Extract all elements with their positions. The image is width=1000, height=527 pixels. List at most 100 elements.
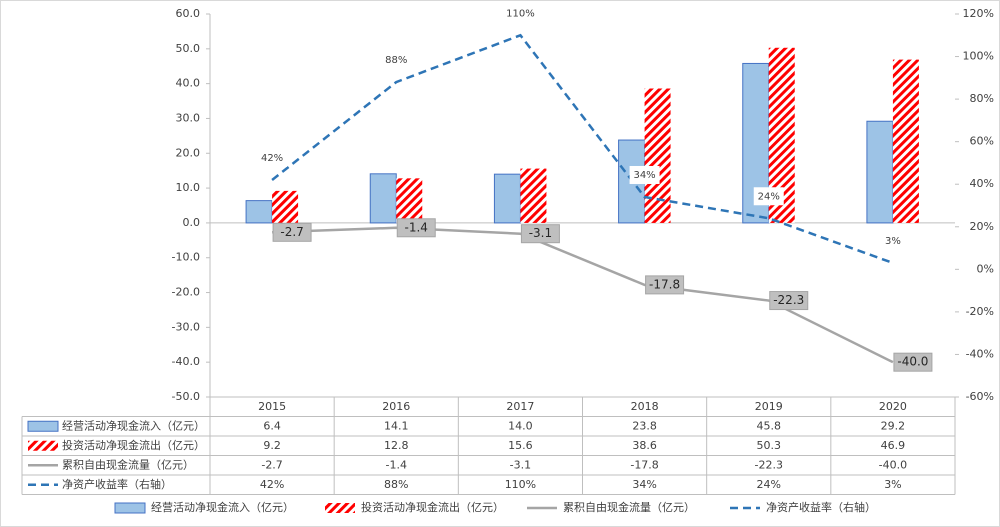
x-tick-label: 2020 <box>879 400 907 413</box>
bar <box>396 178 423 223</box>
table-cell: 23.8 <box>632 419 657 432</box>
y2-tick-label: -20% <box>966 305 994 318</box>
y2-tick-label: 100% <box>963 50 994 63</box>
label-box <box>893 352 933 372</box>
table-cell: -40.0 <box>879 458 907 471</box>
legend-marker <box>114 502 146 514</box>
y2-tick-label: 20% <box>970 220 994 233</box>
y-tick-label: 50.0 <box>176 42 201 55</box>
data-label: 3% <box>885 236 901 247</box>
bar <box>866 120 894 224</box>
table-cell: 110% <box>505 478 536 491</box>
table-cell: 14.1 <box>384 419 409 432</box>
y2-tick-label: 40% <box>970 177 994 190</box>
x-tick-label: 2019 <box>755 400 783 413</box>
y2-tick-label: -60% <box>966 390 994 403</box>
legend-label: 累积自由现金流量（亿元） <box>62 457 194 471</box>
x-tick-label: 2015 <box>258 400 286 413</box>
data-label: -40.0 <box>897 355 928 369</box>
y-tick-label: -30.0 <box>172 320 200 333</box>
legend-label: 投资活动净现金流出（亿元） <box>361 500 504 514</box>
x-tick-label: 2016 <box>382 400 410 413</box>
y-tick-label: -10.0 <box>172 251 200 264</box>
bar <box>245 200 273 224</box>
table-cell: 24% <box>757 478 781 491</box>
y-tick-label: 40.0 <box>176 77 201 90</box>
label-box <box>396 218 436 238</box>
label-box <box>645 275 685 295</box>
table-cell: 15.6 <box>508 439 533 452</box>
table-cell: 9.2 <box>263 439 281 452</box>
legend-label: 投资活动净现金流出（亿元） <box>62 438 205 452</box>
data-label: -17.8 <box>649 277 680 291</box>
y-tick-label: 20.0 <box>176 146 201 159</box>
table-cell: 50.3 <box>757 439 782 452</box>
data-label: -22.3 <box>773 293 804 307</box>
y-tick-label: 0.0 <box>183 216 201 229</box>
table-cell: 38.6 <box>632 439 657 452</box>
bar <box>644 88 671 223</box>
y2-tick-label: -40% <box>966 347 994 360</box>
table-cell: -22.3 <box>755 458 783 471</box>
data-label: 42% <box>261 153 283 164</box>
table-cell: -17.8 <box>630 458 658 471</box>
label-box <box>753 187 784 206</box>
y2-tick-label: 120% <box>963 7 994 20</box>
line <box>271 33 894 265</box>
label-box <box>257 148 288 167</box>
data-label: -3.1 <box>529 226 552 240</box>
y2-tick-label: 60% <box>970 135 994 148</box>
legend-label: 经营活动净现金流入（亿元） <box>62 418 205 432</box>
y-tick-label: 30.0 <box>176 111 201 124</box>
table-cell: 6.4 <box>263 419 281 432</box>
table-cell: 3% <box>884 478 901 491</box>
label-box <box>520 224 560 244</box>
y2-tick-label: 0% <box>977 262 994 275</box>
y-tick-label: -50.0 <box>172 390 200 403</box>
table-cell: 12.8 <box>384 439 409 452</box>
table-cell: 34% <box>632 478 656 491</box>
table-cell: 45.8 <box>757 419 782 432</box>
data-label: -2.7 <box>280 225 303 239</box>
data-label: 34% <box>633 170 655 181</box>
label-box <box>629 165 660 184</box>
label-box <box>505 4 536 23</box>
label-box <box>272 222 312 242</box>
label-box <box>769 291 809 311</box>
table-cell: 42% <box>260 478 284 491</box>
bar <box>369 173 397 224</box>
y2-tick-label: 80% <box>970 92 994 105</box>
y-tick-label: -20.0 <box>172 286 200 299</box>
table-cell: -2.7 <box>261 458 282 471</box>
legend-label: 净资产收益率（右轴） <box>62 477 172 491</box>
x-tick-label: 2018 <box>631 400 659 413</box>
label-box <box>381 51 412 70</box>
y-tick-label: -40.0 <box>172 355 200 368</box>
legend-marker <box>325 503 355 513</box>
table-cell: 88% <box>384 478 408 491</box>
table-cell: -3.1 <box>510 458 531 471</box>
data-label: -1.4 <box>405 220 428 234</box>
y-tick-label: 10.0 <box>176 181 201 194</box>
legend-label: 经营活动净现金流入（亿元） <box>151 500 294 514</box>
data-label: 88% <box>385 55 407 66</box>
table-cell: -1.4 <box>386 458 407 471</box>
line <box>272 226 894 364</box>
data-label: 24% <box>758 191 780 202</box>
bar <box>272 190 299 223</box>
data-label: 110% <box>506 8 535 19</box>
table-cell: 29.2 <box>881 419 906 432</box>
label-box <box>877 231 908 250</box>
bar <box>520 168 547 223</box>
y-tick-label: 60.0 <box>176 7 201 20</box>
bar <box>892 59 919 223</box>
legend-marker <box>28 440 58 451</box>
legend-label: 净资产收益率（右轴） <box>766 500 876 514</box>
legend-marker <box>27 420 59 432</box>
legend-label: 累积自由现金流量（亿元） <box>563 500 695 514</box>
table-cell: 46.9 <box>881 439 906 452</box>
table-cell: 14.0 <box>508 419 533 432</box>
x-tick-label: 2017 <box>506 400 534 413</box>
